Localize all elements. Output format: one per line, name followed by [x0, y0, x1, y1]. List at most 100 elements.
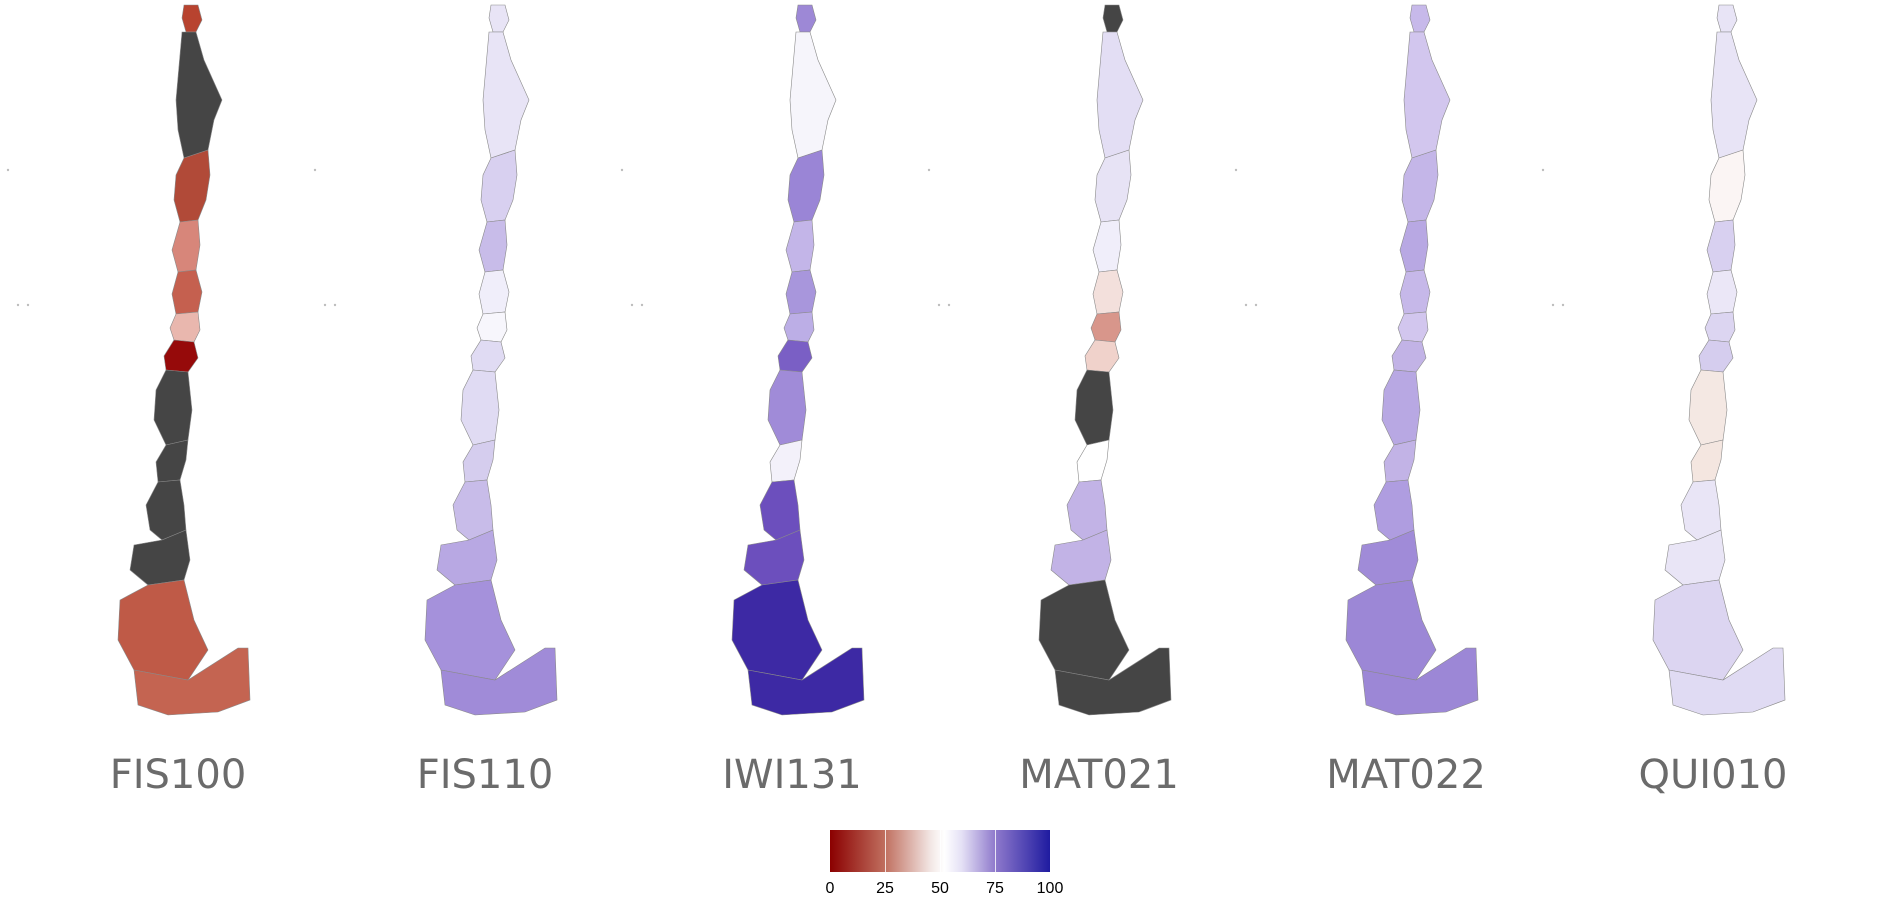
region-7 — [1698, 339, 1734, 373]
region-9 — [1383, 439, 1417, 483]
map-label-fis110: FIS110 — [416, 752, 554, 798]
legend-tick-mark — [940, 830, 941, 872]
region-13 — [1054, 647, 1172, 716]
region-3 — [173, 149, 211, 223]
region-1 — [488, 4, 510, 33]
region-6 — [1704, 311, 1736, 343]
island-speck — [947, 303, 951, 307]
region-9 — [769, 439, 803, 483]
map-label-iwi131: IWI131 — [722, 752, 862, 798]
island-speck — [937, 303, 941, 307]
legend-tick-mark — [885, 830, 886, 872]
region-10 — [452, 479, 494, 541]
region-1 — [1102, 4, 1124, 33]
map-label-mat022: MAT022 — [1326, 752, 1486, 798]
region-3 — [1401, 149, 1439, 223]
region-7 — [1084, 339, 1120, 373]
legend-label-75: 75 — [986, 880, 1004, 897]
region-10 — [145, 479, 187, 541]
region-3 — [1094, 149, 1132, 223]
region-1 — [1716, 4, 1738, 33]
region-10 — [759, 479, 801, 541]
region-2 — [1710, 31, 1758, 159]
region-9 — [1690, 439, 1724, 483]
island-speck — [1254, 303, 1258, 307]
region-13 — [133, 647, 251, 716]
map-fis100 — [6, 4, 251, 716]
island-speck — [1541, 168, 1545, 172]
region-5 — [1092, 269, 1124, 315]
region-2 — [1096, 31, 1144, 159]
island-speck — [6, 168, 10, 172]
region-10 — [1680, 479, 1722, 541]
island-speck — [620, 168, 624, 172]
region-13 — [747, 647, 865, 716]
region-8 — [767, 369, 807, 446]
region-8 — [153, 369, 193, 446]
region-1 — [181, 4, 203, 33]
map-mat022 — [1234, 4, 1479, 716]
region-4 — [478, 219, 508, 273]
region-5 — [478, 269, 510, 315]
island-speck — [927, 168, 931, 172]
region-6 — [476, 311, 508, 343]
island-speck — [1551, 303, 1555, 307]
island-speck — [16, 303, 20, 307]
region-13 — [440, 647, 558, 716]
region-3 — [1708, 149, 1746, 223]
island-speck — [1561, 303, 1565, 307]
region-4 — [1092, 219, 1122, 273]
region-2 — [482, 31, 530, 159]
island-speck — [323, 303, 327, 307]
island-speck — [26, 303, 30, 307]
map-label-fis100: FIS100 — [109, 752, 247, 798]
region-12 — [117, 579, 209, 681]
region-9 — [155, 439, 189, 483]
legend-tick-mark — [995, 830, 996, 872]
region-7 — [470, 339, 506, 373]
region-7 — [777, 339, 813, 373]
region-13 — [1668, 647, 1786, 716]
island-speck — [630, 303, 634, 307]
region-4 — [1706, 219, 1736, 273]
region-5 — [785, 269, 817, 315]
region-1 — [1409, 4, 1431, 33]
region-1 — [795, 4, 817, 33]
region-8 — [1074, 369, 1114, 446]
region-8 — [1688, 369, 1728, 446]
region-6 — [1090, 311, 1122, 343]
island-speck — [333, 303, 337, 307]
region-6 — [783, 311, 815, 343]
region-12 — [731, 579, 823, 681]
island-speck — [1244, 303, 1248, 307]
region-3 — [787, 149, 825, 223]
region-9 — [462, 439, 496, 483]
legend-label-0: 0 — [825, 880, 835, 897]
region-8 — [1381, 369, 1421, 446]
map-label-mat021: MAT021 — [1019, 752, 1179, 798]
legend-label-50: 50 — [931, 880, 949, 897]
region-8 — [460, 369, 500, 446]
region-12 — [424, 579, 516, 681]
region-12 — [1652, 579, 1744, 681]
map-mat021 — [927, 4, 1172, 716]
island-speck — [640, 303, 644, 307]
region-9 — [1076, 439, 1110, 483]
region-4 — [785, 219, 815, 273]
region-12 — [1345, 579, 1437, 681]
map-label-qui010: QUI010 — [1638, 752, 1788, 798]
legend-label-25: 25 — [876, 880, 894, 897]
color-legend: 0 25 50 75 100 — [820, 830, 1063, 910]
region-6 — [169, 311, 201, 343]
region-13 — [1361, 647, 1479, 716]
region-7 — [163, 339, 199, 373]
map-qui010 — [1541, 4, 1786, 716]
region-5 — [1706, 269, 1738, 315]
map-iwi131 — [620, 4, 865, 716]
region-10 — [1066, 479, 1108, 541]
region-5 — [1399, 269, 1431, 315]
region-2 — [789, 31, 837, 159]
region-3 — [480, 149, 518, 223]
region-12 — [1038, 579, 1130, 681]
